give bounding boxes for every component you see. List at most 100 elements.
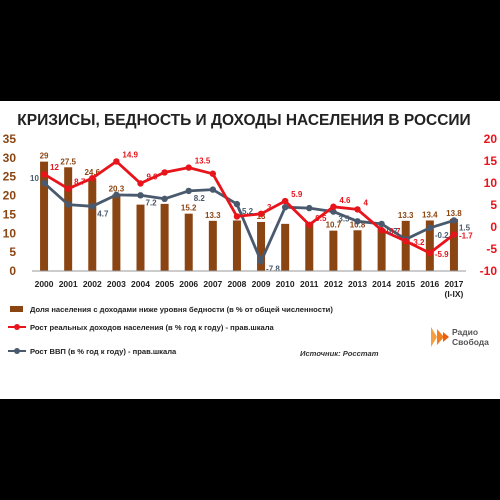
bar-10	[281, 223, 290, 271]
income-label-10: 5.9	[291, 190, 303, 199]
gdp-point-3	[113, 191, 120, 199]
bar-labels: 2927.524.620.315.213.31310.710.813.313.4…	[40, 152, 463, 230]
gdp-point-16	[426, 224, 434, 232]
gdp-label-16: -0.2	[435, 231, 449, 240]
income-point-4	[137, 180, 144, 187]
x-tick-label: 2015	[396, 279, 415, 289]
legend-swatch-poverty	[10, 306, 23, 312]
legend-label-gdp: Рост ВВП (в % год к году) - прав.шкала	[30, 347, 177, 356]
x-tick-label: 2001	[59, 279, 78, 289]
bar-6	[184, 213, 193, 271]
x-tick-label: 2000	[35, 279, 54, 289]
legend-label-income: Рост реальных доходов населения (в % год…	[30, 323, 275, 332]
gdp-label-6: 8.2	[194, 194, 206, 203]
bar-label-7: 13.3	[205, 211, 221, 220]
bar-0	[40, 161, 49, 271]
income-label-16: -5.9	[435, 250, 449, 259]
left-axis: 0 5 10 15 20 25 30 35	[3, 132, 17, 278]
legend-marker-income	[14, 324, 20, 330]
bar-4	[136, 204, 145, 271]
income-point-12	[330, 203, 337, 210]
chart-title: КРИЗИСЫ, БЕДНОСТЬ И ДОХОДЫ НАСЕЛЕНИЯ В Р…	[17, 112, 470, 129]
income-point-6	[185, 164, 192, 171]
income-label-3: 14.9	[122, 150, 138, 159]
income-label-4: 9.9	[147, 172, 159, 181]
chart-card: КРИЗИСЫ, БЕДНОСТЬ И ДОХОДЫ НАСЕЛЕНИЯ В Р…	[0, 101, 500, 399]
bar-label-17: 13.8	[446, 209, 462, 218]
logo-flame-icon	[431, 327, 449, 347]
bar-label-6: 15.2	[181, 204, 197, 213]
bar-label-0: 29	[40, 152, 49, 161]
income-point-11	[306, 221, 313, 228]
bar-series	[40, 161, 458, 271]
income-point-7	[209, 170, 217, 177]
line-labels: 12 8.7 14.9 9.9 13.5 3 5.9 0.5 4.6 4 -0.7 -3.2 -5.9 -…	[30, 150, 473, 273]
bar-8	[232, 220, 241, 271]
income-point-5	[161, 169, 168, 176]
radio-svoboda-logo: Радио Свобода	[431, 327, 489, 347]
gdp-point-6	[185, 187, 192, 195]
x-tick-label: 2006	[179, 279, 198, 289]
bar-17	[449, 218, 458, 271]
gdp-label-8: 5.2	[242, 207, 254, 216]
left-tick-label: 35	[3, 132, 17, 146]
income-label-1: 8.7	[74, 178, 86, 187]
x-tick-label: 2016	[420, 279, 439, 289]
gdp-point-7	[209, 186, 217, 193]
gdp-label-2: 4.7	[97, 209, 109, 218]
bar-2	[88, 178, 97, 271]
bar-label-15: 13.3	[398, 211, 414, 220]
right-tick-label: 5	[490, 198, 497, 212]
gdp-point-1	[64, 201, 72, 208]
income-label-12: 4.6	[339, 196, 351, 205]
gdp-label-14: 0.7	[387, 227, 399, 236]
x-tick-label: 2009	[252, 279, 271, 289]
income-line	[43, 160, 455, 255]
legend: Доля населения с доходами ниже уровня бе…	[8, 305, 333, 356]
gdp-label-0: 10	[30, 174, 39, 183]
bar-7	[208, 220, 217, 271]
x-tick-label: 2008	[227, 279, 246, 289]
income-label-9: 3	[267, 203, 272, 212]
bar-9	[257, 221, 266, 271]
gdp-point-9	[257, 258, 265, 265]
income-label-0: 12	[50, 163, 59, 172]
right-tick-label: 20	[484, 132, 498, 146]
source-note: Источник: Росстат	[300, 349, 379, 358]
x-tick-label: 2011	[300, 279, 319, 289]
x-axis: 2000 2001 2002 2003 2004 2005 2006 2007 2008 2009…	[32, 270, 466, 299]
gdp-point-0	[40, 179, 48, 187]
x-tick-label: 2002	[83, 279, 102, 289]
income-label-17: -1.7	[459, 231, 473, 240]
gdp-line	[43, 181, 455, 263]
left-tick-label: 30	[3, 151, 17, 165]
income-point-15	[402, 237, 409, 245]
income-point-8	[233, 213, 241, 220]
x-tick-label: 2007	[203, 279, 222, 289]
gdp-point-10	[281, 204, 289, 211]
gdp-point-8	[233, 200, 241, 208]
gdp-point-4	[137, 192, 144, 199]
income-label-6: 13.5	[195, 157, 211, 166]
bar-16	[425, 220, 434, 271]
gdp-point-12	[330, 208, 337, 215]
income-point-2	[89, 174, 96, 182]
legend-label-poverty: Доля населения с доходами ниже уровня бе…	[30, 305, 333, 314]
left-tick-label: 20	[3, 189, 17, 203]
legend-marker-gdp	[14, 348, 20, 354]
x-tick-label: 2012	[324, 279, 343, 289]
gdp-point-17	[450, 217, 458, 224]
logo-text-line1: Радио	[452, 327, 478, 337]
legend-item-gdp: Рост ВВП (в % год к году) - прав.шкала	[8, 347, 177, 356]
bar-11	[305, 223, 314, 271]
line-series	[40, 158, 458, 265]
left-tick-label: 10	[3, 226, 17, 240]
x-tick-label: 2010	[276, 279, 295, 289]
income-point-9	[257, 210, 265, 217]
gdp-point-5	[161, 195, 168, 203]
income-point-13	[354, 206, 361, 213]
gdp-point-11	[306, 204, 313, 212]
income-point-3	[113, 158, 120, 165]
logo-text-line2: Свобода	[452, 337, 489, 347]
right-tick-label: 0	[490, 220, 497, 234]
